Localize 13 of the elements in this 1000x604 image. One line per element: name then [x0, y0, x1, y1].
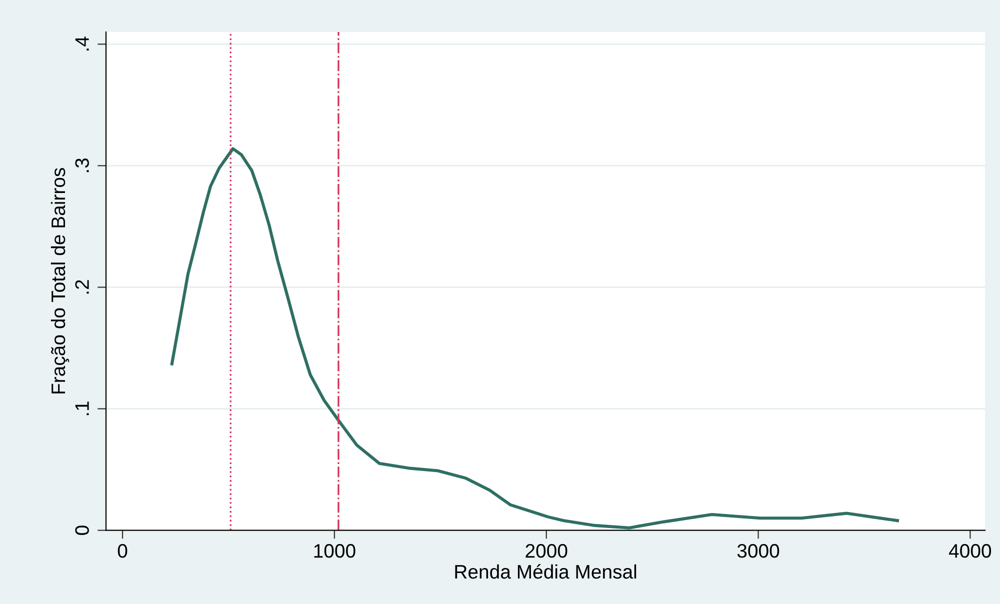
x-tick-label: 4000 [948, 544, 992, 558]
x-tick-label: 3000 [737, 544, 780, 558]
y-tick-label: 0 [75, 526, 89, 535]
x-tick-label: 0 [118, 544, 128, 558]
y-axis-title: Fração do Total de Bairros [50, 168, 70, 394]
x-axis-title: Renda Média Mensal [455, 564, 636, 579]
y-tick-label: .1 [75, 402, 89, 416]
x-tick-label: 2000 [526, 544, 568, 558]
y-tick-label: .4 [75, 36, 89, 50]
y-tick-label: .3 [75, 158, 89, 172]
line-series [170, 147, 900, 530]
y-tick-label: .2 [75, 280, 89, 294]
x-tick-label: 1000 [314, 544, 356, 558]
